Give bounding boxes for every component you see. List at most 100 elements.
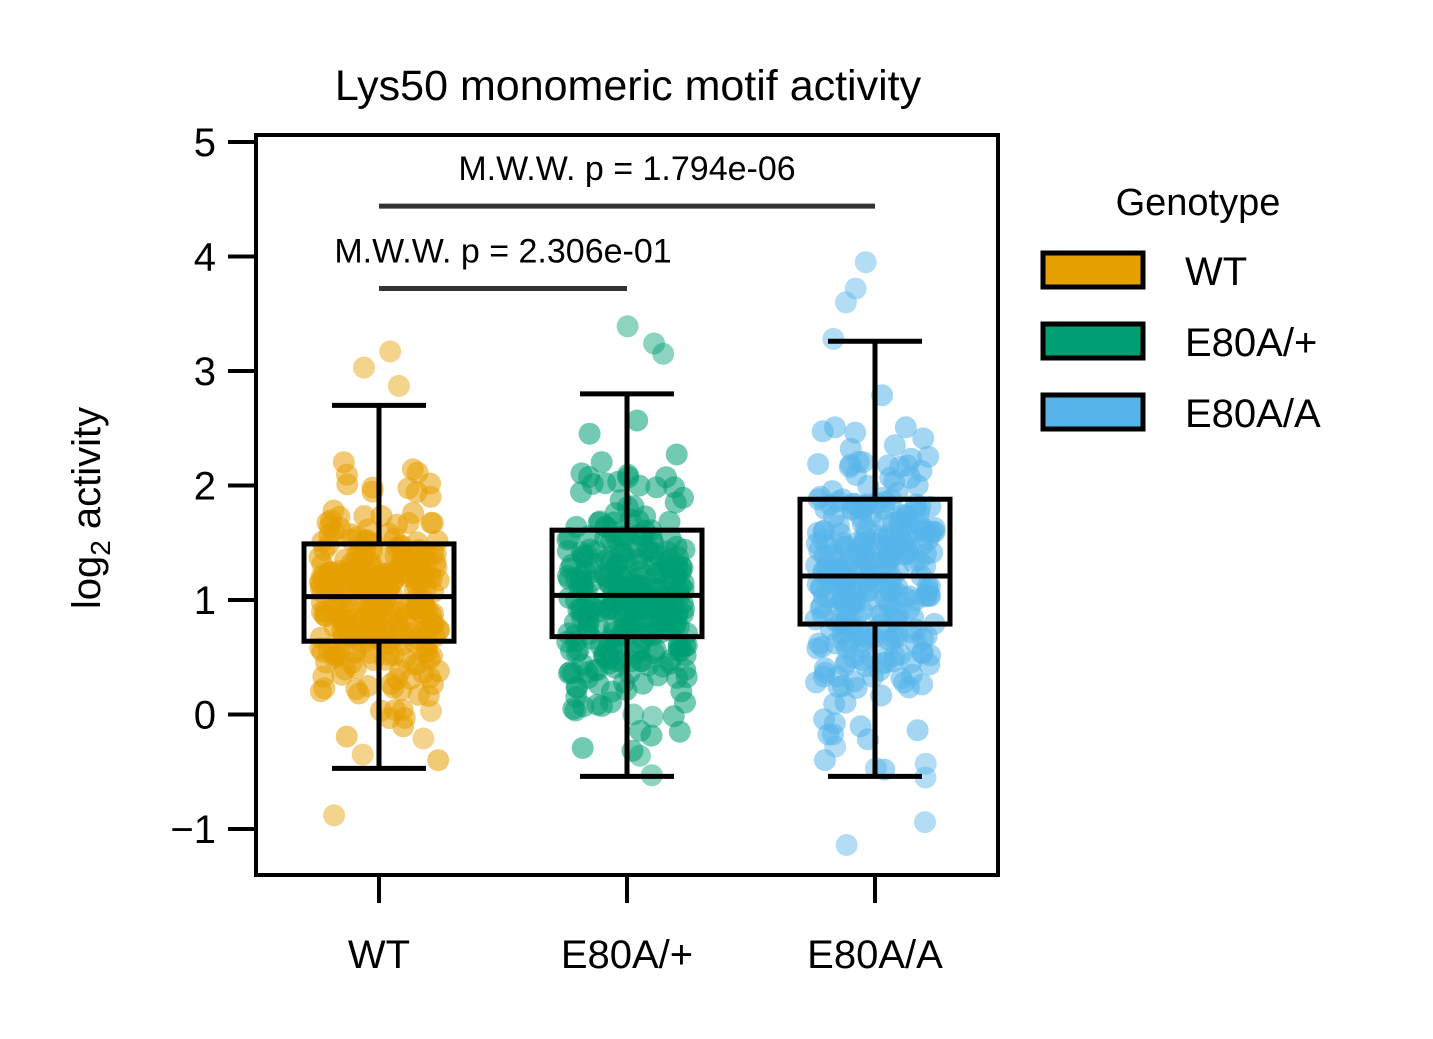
legend-title: Genotype	[1116, 182, 1281, 224]
data-point	[635, 621, 658, 644]
y-tick-label: 1	[194, 579, 216, 623]
data-point	[637, 654, 660, 677]
outlier-point	[835, 834, 858, 856]
data-point	[668, 720, 691, 743]
data-point	[868, 659, 891, 682]
data-point	[830, 590, 853, 613]
outlier-point	[387, 374, 410, 397]
data-point	[571, 608, 594, 631]
box-WT	[301, 402, 457, 771]
outlier-point	[652, 342, 675, 365]
outlier-point	[834, 291, 857, 314]
legend: Genotype WT E80A/+ E80A/A	[1040, 182, 1321, 436]
data-point	[418, 647, 441, 670]
data-point	[313, 604, 336, 627]
data-point	[593, 563, 616, 586]
outlier-point	[351, 743, 374, 766]
data-point	[906, 719, 929, 742]
outlier-point	[844, 277, 867, 300]
data-point	[853, 550, 876, 572]
data-point	[900, 621, 923, 644]
data-point	[385, 513, 408, 536]
data-point	[421, 673, 444, 696]
data-point	[665, 566, 688, 589]
y-axis-label-subscript: 2	[85, 540, 116, 556]
legend-swatch	[1040, 250, 1146, 290]
data-point	[666, 667, 689, 689]
outlier-point	[420, 700, 442, 723]
legend-swatch	[1040, 392, 1146, 432]
data-point	[658, 510, 681, 533]
outlier-point	[353, 356, 375, 379]
data-point	[590, 695, 613, 717]
data-point	[353, 505, 376, 528]
data-point	[590, 451, 613, 474]
data-point	[594, 515, 617, 538]
data-point	[845, 464, 868, 486]
data-point	[570, 481, 592, 504]
data-point	[807, 632, 830, 655]
data-point	[578, 422, 601, 445]
data-point	[821, 480, 844, 503]
data-point	[860, 505, 883, 528]
box-E80A/A	[797, 338, 953, 779]
data-point	[347, 564, 370, 587]
data-point	[883, 470, 906, 493]
data-point	[911, 641, 934, 664]
significance-label: M.W.W. p = 2.306e-01	[334, 233, 671, 271]
x-tick-label: E80A/A	[807, 933, 943, 977]
y-axis-label-rest: activity	[65, 407, 109, 540]
data-point	[587, 673, 610, 696]
data-point	[877, 633, 900, 655]
data-point	[597, 598, 620, 621]
data-point	[329, 517, 352, 540]
outlier-point	[914, 752, 937, 775]
y-tick-label: −1	[170, 808, 216, 852]
data-point	[878, 581, 901, 604]
legend-swatch	[1040, 321, 1146, 361]
data-point	[566, 676, 588, 699]
outlier-point	[914, 811, 936, 834]
data-point	[402, 501, 425, 524]
y-axis-label: log2 activity	[65, 407, 116, 609]
data-point	[382, 570, 405, 593]
boxes	[301, 338, 953, 779]
data-point	[906, 474, 929, 497]
x-tick-label: WT	[348, 933, 410, 977]
data-point	[853, 628, 876, 651]
data-point	[896, 454, 919, 477]
iqr-box	[797, 496, 953, 627]
data-point	[389, 659, 412, 682]
data-point	[634, 505, 657, 528]
data-point	[917, 445, 940, 468]
data-point	[629, 719, 652, 742]
data-point	[823, 712, 846, 735]
data-point	[420, 511, 443, 534]
data-point	[378, 707, 401, 729]
data-point	[626, 409, 649, 432]
data-point	[883, 434, 906, 457]
data-point	[915, 584, 938, 607]
outlier-point	[412, 727, 435, 750]
outlier-point	[854, 251, 877, 274]
y-tick-label: 3	[194, 350, 216, 394]
data-point	[898, 597, 921, 620]
data-point	[405, 481, 428, 504]
data-point	[816, 534, 839, 557]
outlier-point	[914, 766, 937, 789]
y-axis-label-main: log	[65, 556, 109, 609]
data-point	[394, 606, 417, 629]
iqr-box	[301, 541, 457, 644]
data-point	[390, 549, 413, 572]
legend-label: E80A/A	[1185, 392, 1321, 436]
data-point	[833, 535, 856, 558]
data-point	[670, 635, 692, 658]
data-point	[811, 604, 834, 627]
data-point	[323, 646, 346, 669]
data-point	[576, 544, 599, 567]
outlier-point	[643, 332, 666, 355]
outlier-point	[323, 804, 346, 827]
data-point	[642, 554, 665, 577]
data-point	[673, 538, 696, 561]
